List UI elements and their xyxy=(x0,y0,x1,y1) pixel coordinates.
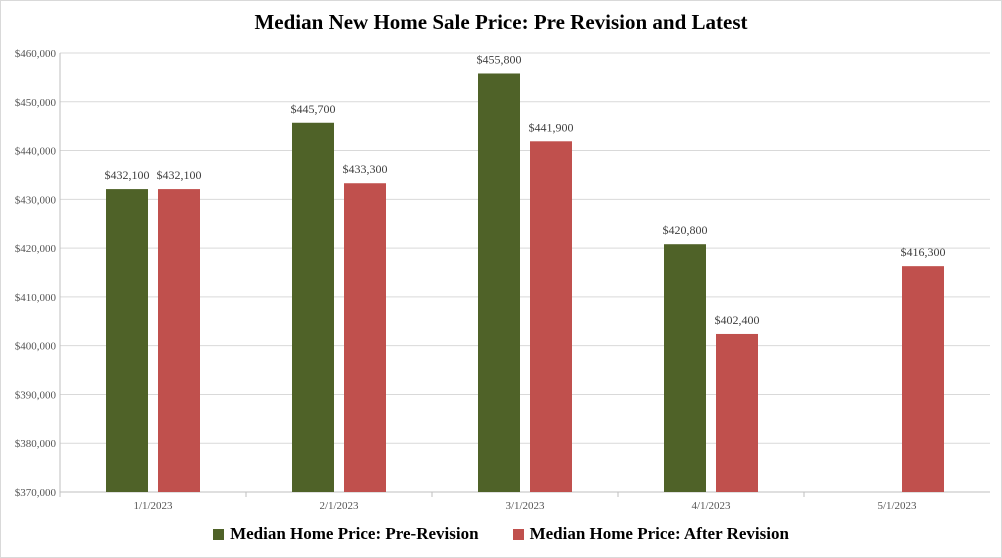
legend-label-after-revision: Median Home Price: After Revision xyxy=(529,524,789,543)
bar-pre-revision xyxy=(292,122,334,492)
gridlines xyxy=(60,52,990,493)
x-tick-label: 5/1/2023 xyxy=(877,500,917,512)
data-labels: $432,100 $432,100 $445,700 $433,300 $455,800… xyxy=(105,52,946,326)
data-label-pre-revision: $432,100 xyxy=(105,168,150,182)
bar-after-revision xyxy=(530,141,572,492)
bar-chart: $370,000 $380,000 $390,000 $400,000 $410,000… xyxy=(15,48,990,512)
data-label-after-revision: $441,900 xyxy=(529,120,574,134)
data-label-pre-revision: $445,700 xyxy=(291,102,336,116)
bar-after-revision xyxy=(902,266,944,492)
data-label-after-revision: $433,300 xyxy=(343,162,388,176)
x-tick-label: 2/1/2023 xyxy=(319,500,359,512)
legend-item-after-revision: Median Home Price: After Revision xyxy=(512,524,789,544)
x-tick-label: 4/1/2023 xyxy=(691,500,731,512)
legend-label-pre-revision: Median Home Price: Pre-Revision xyxy=(230,524,479,543)
y-tick-label: $380,000 xyxy=(15,438,57,450)
legend: Median Home Price: Pre-Revision Median H… xyxy=(0,524,1002,544)
legend-swatch-pre-revision xyxy=(213,528,225,540)
data-label-pre-revision: $420,800 xyxy=(663,223,708,237)
y-tick-label: $410,000 xyxy=(15,292,57,304)
y-tick-label: $370,000 xyxy=(15,487,57,499)
y-tick-label: $460,000 xyxy=(15,48,57,60)
data-label-after-revision: $402,400 xyxy=(715,313,760,327)
data-label-pre-revision: $455,800 xyxy=(477,52,522,66)
bar-pre-revision xyxy=(106,189,148,492)
legend-swatch-after-revision xyxy=(512,528,524,540)
y-tick-label: $450,000 xyxy=(15,97,57,109)
y-tick-label: $420,000 xyxy=(15,243,57,255)
y-tick-label: $390,000 xyxy=(15,389,57,401)
x-tick-label: 3/1/2023 xyxy=(505,500,545,512)
y-tick-label: $430,000 xyxy=(15,194,57,206)
y-tick-label: $440,000 xyxy=(15,146,57,158)
bar-pre-revision xyxy=(664,244,706,492)
data-label-after-revision: $432,100 xyxy=(157,168,202,182)
bar-after-revision xyxy=(344,183,386,492)
bars xyxy=(106,73,944,492)
bar-pre-revision xyxy=(478,73,520,492)
data-label-after-revision: $416,300 xyxy=(901,245,946,259)
x-tick-label: 1/1/2023 xyxy=(133,500,173,512)
bar-after-revision xyxy=(158,189,200,492)
axes: $370,000 $380,000 $390,000 $400,000 $410,000… xyxy=(15,48,990,512)
legend-item-pre-revision: Median Home Price: Pre-Revision xyxy=(213,524,479,544)
chart-title: Median New Home Sale Price: Pre Revision… xyxy=(254,10,748,34)
bar-after-revision xyxy=(716,333,758,492)
y-tick-label: $400,000 xyxy=(15,341,57,353)
